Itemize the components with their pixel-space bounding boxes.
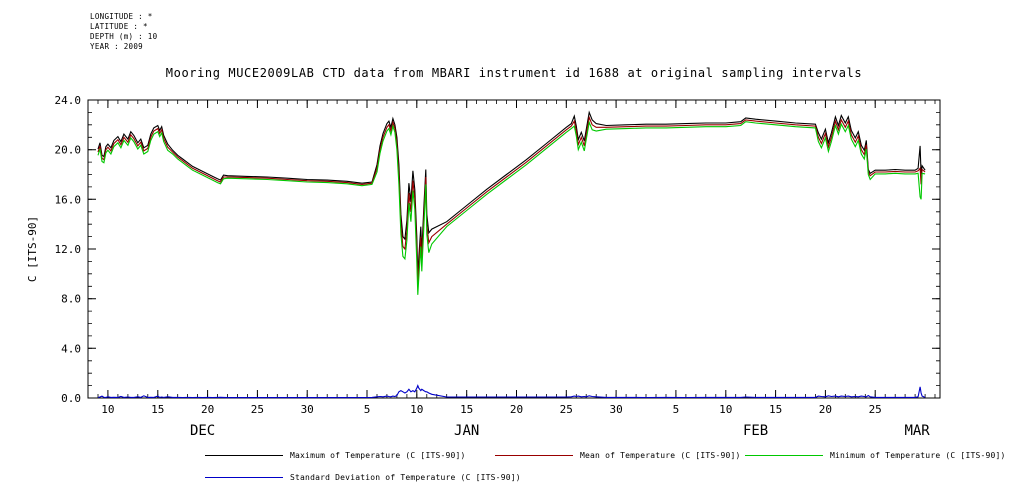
major-ticks [88,99,940,399]
y-tick-label: 12.0 [55,243,82,256]
chart-title: Mooring MUCE2009LAB CTD data from MBARI … [165,66,863,80]
series-line-0 [97,110,926,274]
legend-line-minimum-icon [745,454,823,457]
x-tick-label: 5 [364,403,371,416]
y-axis-label: C [ITS-90] [26,216,39,282]
legend-item-stddev: Standard Deviation of Temperature (C [IT… [205,473,521,482]
legend-label-mean: Mean of Temperature (C [ITS-90]) [580,451,741,460]
meta-longitude: LONGITUDE : * [90,12,153,21]
y-tick-label: 8.0 [61,293,81,306]
x-tick-label: 10 [410,403,423,416]
legend-label-stddev: Standard Deviation of Temperature (C [IT… [290,473,521,482]
x-tick-label: 10 [719,403,732,416]
plot-metadata: LONGITUDE : * LATITUDE : * DEPTH (m) : 1… [90,12,157,52]
legend-line-mean-icon [495,454,573,457]
x-tick-label: 25 [869,403,882,416]
legend-line-maximum-icon [205,454,283,457]
legend-label-maximum: Maximum of Temperature (C [ITS-90]) [290,451,466,460]
series-line-3 [97,384,926,399]
x-tick-label: 15 [769,403,782,416]
x-tick-label: 20 [819,403,832,416]
x-tick-label: 25 [251,403,264,416]
x-tick-label: 25 [560,403,573,416]
y-tick-label: 24.0 [55,94,82,107]
y-tick-label: 0.0 [61,392,81,405]
x-tick-label: 30 [609,403,622,416]
x-tick-label: 5 [673,403,680,416]
meta-depth: DEPTH (m) : 10 [90,32,158,41]
legend-line-stddev-icon [205,476,283,479]
legend-item-maximum: Maximum of Temperature (C [ITS-90]) [205,451,466,460]
y-tick-label: 4.0 [61,342,81,355]
plot-frame [87,99,941,399]
x-tick-label: 30 [301,403,314,416]
meta-year: YEAR : 2009 [90,42,143,51]
meta-latitude: LATITUDE : * [90,22,148,31]
x-tick-label: 10 [101,403,114,416]
x-tick-label: 20 [510,403,523,416]
month-label: JAN [454,423,479,439]
month-label: FEB [743,423,768,439]
series-line-1 [97,115,926,284]
x-tick-label: 15 [151,403,164,416]
x-tick-label: 15 [460,403,473,416]
y-tick-label: 16.0 [55,193,82,206]
month-label: DEC [190,423,215,439]
series-line-2 [97,120,926,295]
month-label: MAR [904,423,930,439]
x-tick-label: 20 [201,403,214,416]
y-tick-label: 20.0 [55,144,82,157]
legend-item-minimum: Minimum of Temperature (C [ITS-90]) [745,451,1006,460]
minor-ticks [87,100,940,398]
legend-item-mean: Mean of Temperature (C [ITS-90]) [495,451,741,460]
legend-label-minimum: Minimum of Temperature (C [ITS-90]) [830,451,1006,460]
